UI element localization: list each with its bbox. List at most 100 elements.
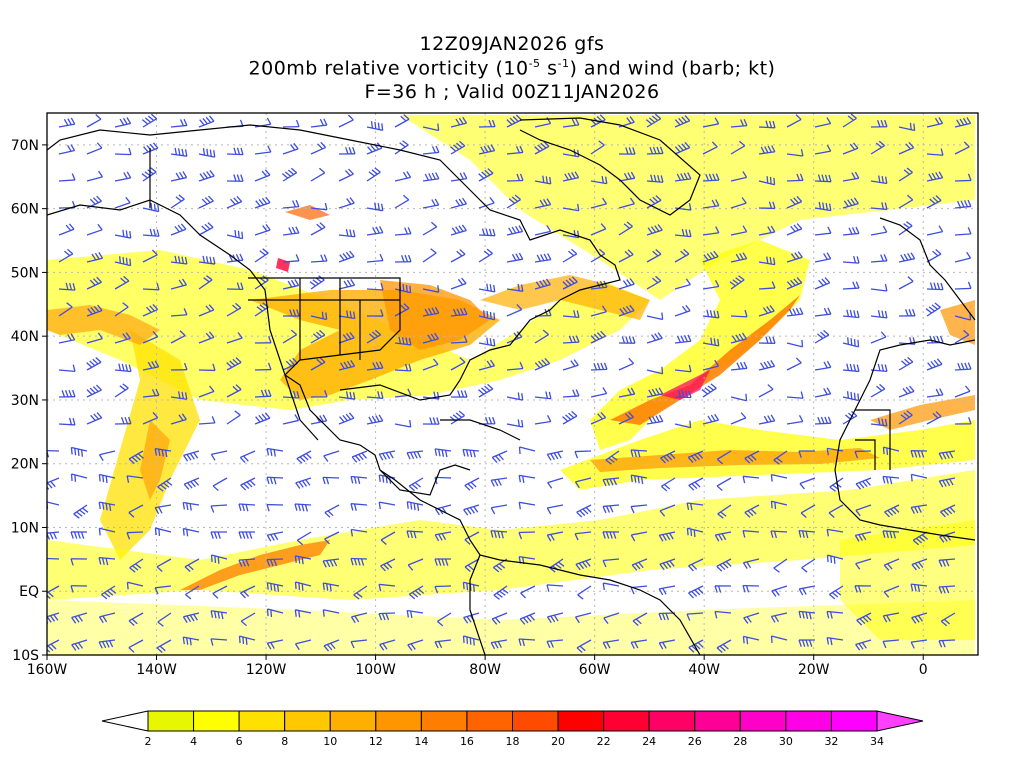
wind-barb bbox=[870, 331, 887, 344]
wind-barb bbox=[478, 168, 494, 182]
wind-barb bbox=[226, 357, 242, 371]
wind-barb bbox=[436, 612, 452, 627]
wind-barb bbox=[898, 142, 915, 155]
wind-barb bbox=[478, 337, 496, 347]
wind-barb bbox=[842, 197, 859, 209]
wind-barb bbox=[422, 172, 440, 182]
wind-barb bbox=[338, 412, 355, 425]
wind-barb bbox=[716, 558, 732, 572]
wind-barb bbox=[170, 278, 187, 290]
wind-barb bbox=[716, 639, 732, 653]
wind-barb bbox=[506, 114, 522, 128]
wind-barb bbox=[534, 225, 552, 236]
wind-barb bbox=[70, 446, 88, 457]
wind-barb bbox=[198, 363, 216, 372]
wind-barb bbox=[770, 612, 788, 623]
wind-barb bbox=[114, 302, 129, 317]
wind-barb bbox=[506, 194, 521, 209]
colorbar-label: 22 bbox=[597, 735, 611, 748]
wind-barb bbox=[758, 201, 776, 210]
wind-barb bbox=[254, 145, 272, 155]
wind-barb bbox=[758, 145, 776, 155]
wind-barb bbox=[814, 144, 832, 155]
wind-barb bbox=[157, 612, 172, 627]
colorbar-bin bbox=[648, 710, 696, 732]
wind-barb bbox=[86, 332, 103, 344]
wind-barb bbox=[519, 612, 536, 625]
wind-barb bbox=[546, 504, 564, 515]
wind-barb bbox=[406, 450, 424, 460]
wind-barb bbox=[254, 248, 269, 263]
wind-barb bbox=[47, 557, 60, 560]
wind-barb bbox=[618, 221, 633, 236]
wind-barb bbox=[422, 145, 440, 155]
wind-barb bbox=[394, 419, 412, 428]
wind-barb bbox=[758, 120, 776, 129]
wind-barb bbox=[294, 581, 312, 591]
wind-barb bbox=[910, 639, 928, 649]
wind-barb bbox=[814, 174, 832, 183]
wind-barb bbox=[574, 450, 592, 459]
wind-barb bbox=[842, 309, 860, 319]
wind-barb bbox=[170, 255, 188, 265]
wind-barb bbox=[212, 477, 228, 492]
wind-barb bbox=[366, 142, 383, 155]
wind-barb bbox=[142, 202, 160, 213]
wind-barb bbox=[490, 530, 508, 539]
wind-barb bbox=[86, 276, 102, 290]
wind-barb bbox=[450, 140, 466, 155]
wind-barb bbox=[58, 144, 76, 155]
wind-barb bbox=[310, 118, 328, 128]
wind-barb bbox=[842, 226, 860, 236]
wind-barb bbox=[826, 610, 844, 619]
wind-barb bbox=[911, 558, 928, 571]
lon-tick-label: 60W bbox=[579, 662, 611, 678]
wind-barb bbox=[954, 251, 972, 263]
wind-barb bbox=[506, 304, 523, 317]
wind-barb bbox=[674, 228, 692, 238]
wind-barb bbox=[170, 118, 188, 128]
wind-barb bbox=[408, 477, 424, 492]
colorbar-label: 28 bbox=[733, 735, 747, 748]
wind-barb bbox=[114, 171, 132, 182]
wind-barb bbox=[254, 196, 271, 209]
wind-barb bbox=[142, 282, 160, 291]
wind-barb bbox=[911, 612, 928, 624]
wind-barb bbox=[646, 414, 664, 425]
wind-barb bbox=[534, 198, 552, 209]
wind-barb bbox=[898, 122, 916, 132]
wind-barb bbox=[378, 450, 396, 461]
wind-barb bbox=[605, 450, 620, 465]
wind-barb bbox=[506, 419, 524, 428]
wind-barb bbox=[198, 115, 215, 128]
wind-barb bbox=[702, 413, 720, 425]
wind-barb bbox=[154, 585, 172, 595]
wind-barb bbox=[101, 585, 117, 600]
wind-barb bbox=[590, 176, 608, 185]
wind-barb bbox=[58, 389, 76, 398]
wind-barb bbox=[925, 302, 941, 317]
wind-barb bbox=[282, 226, 300, 236]
wind-barb bbox=[294, 503, 312, 512]
wind-barb bbox=[394, 336, 412, 346]
wind-barb bbox=[226, 196, 243, 209]
wind-barb bbox=[646, 275, 662, 290]
wind-barb bbox=[938, 477, 956, 488]
wind-barb bbox=[198, 416, 216, 425]
wind-barb bbox=[730, 171, 748, 182]
wind-barb bbox=[926, 411, 942, 425]
wind-barb bbox=[786, 149, 804, 157]
wind-barb bbox=[378, 501, 396, 510]
colorbar-bin bbox=[512, 710, 559, 732]
wind-barb bbox=[478, 144, 496, 155]
wind-barb bbox=[128, 504, 144, 518]
wind-barb bbox=[184, 558, 200, 572]
wind-barb bbox=[590, 411, 607, 425]
wind-barb bbox=[185, 585, 200, 600]
coastlines bbox=[47, 117, 976, 655]
wind-barb bbox=[156, 639, 172, 653]
wind-barb bbox=[142, 228, 160, 237]
wind-barb bbox=[464, 477, 480, 491]
wind-barb bbox=[154, 527, 172, 536]
wind-barb bbox=[198, 222, 214, 236]
